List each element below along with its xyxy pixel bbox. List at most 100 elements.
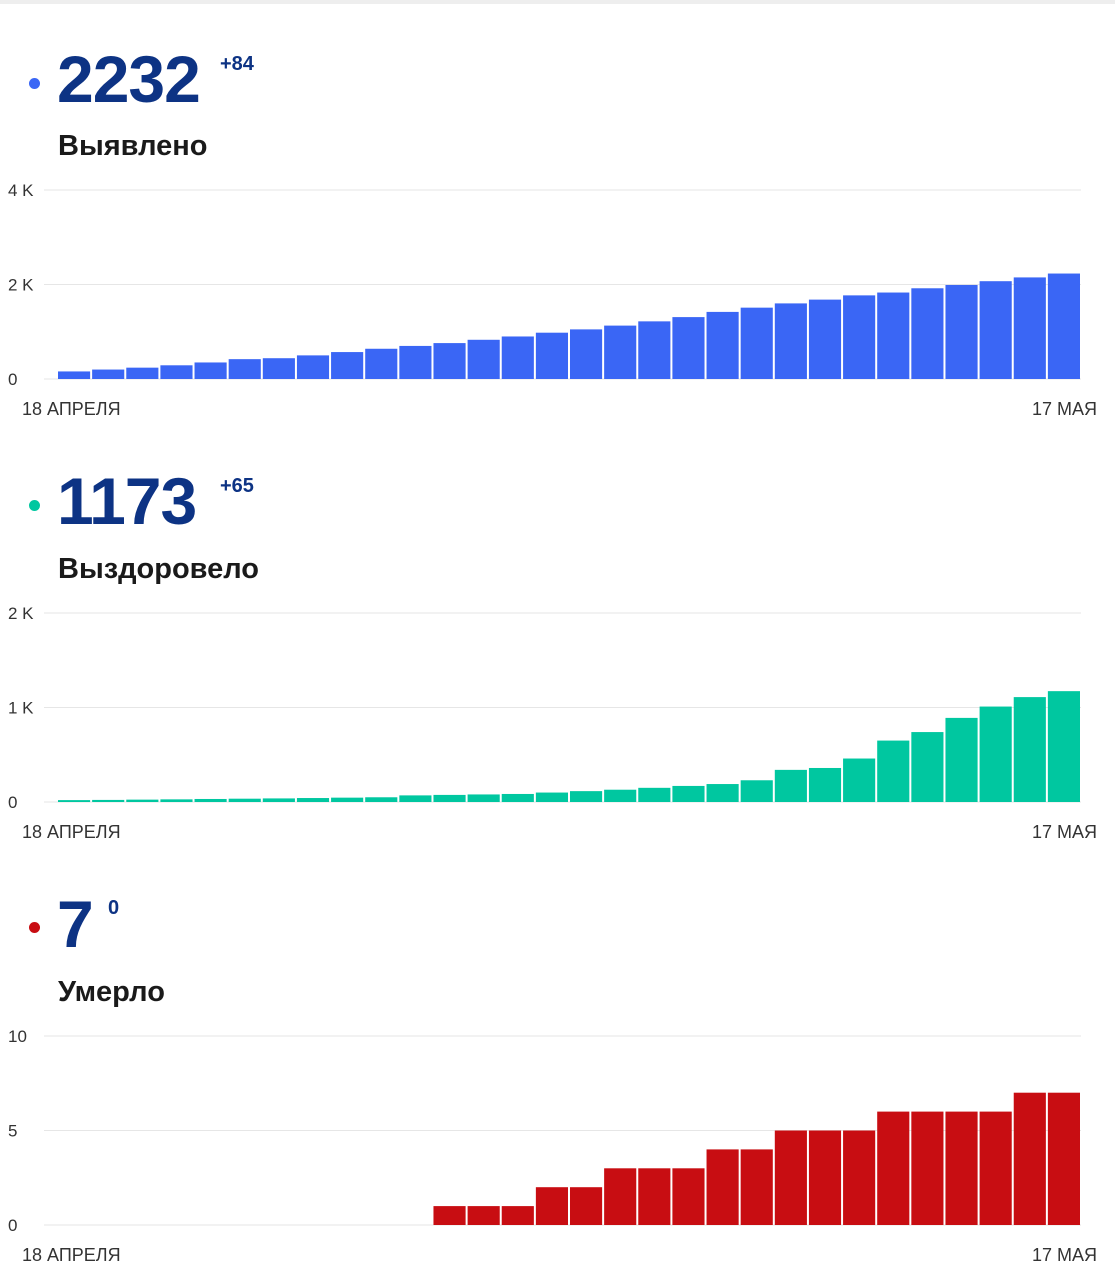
delta-value-deaths: 0 [108, 897, 120, 919]
total-value-recovered: 1173 [57, 464, 197, 538]
bar-chart-recovered: 0 1 K 2 K 18 АПРЕЛЯ 17 МАЯ [8, 604, 1097, 842]
total-value-deaths: 7 [57, 887, 94, 961]
chart-detected: 0 2 K 4 K 18 АПРЕЛЯ 17 МАЯ [0, 172, 1115, 422]
bar-chart-deaths: 0 5 10 18 АПРЕЛЯ 17 МАЯ [8, 1027, 1097, 1265]
bar [228, 359, 261, 379]
x-end-label: 17 МАЯ [1032, 1245, 1097, 1265]
bar [92, 369, 125, 379]
bar [979, 706, 1012, 802]
y-tick-label: 4 K [8, 181, 34, 200]
x-end-label: 17 МАЯ [1032, 399, 1097, 419]
bar [843, 758, 876, 802]
bar [877, 1111, 910, 1225]
bar [262, 798, 295, 802]
bar [740, 780, 773, 802]
bar [945, 1111, 978, 1225]
bar [92, 799, 125, 802]
bar [706, 311, 739, 379]
bar [979, 281, 1012, 379]
bar [331, 797, 364, 802]
bar [433, 343, 466, 379]
bar [774, 769, 807, 802]
y-tick-label: 5 [8, 1122, 17, 1141]
bar [262, 358, 295, 379]
bar [228, 798, 261, 802]
bar [1013, 1092, 1046, 1225]
y-tick-label: 0 [8, 793, 17, 812]
delta-value-recovered: +65 [220, 475, 254, 497]
bar [740, 307, 773, 379]
bar [467, 794, 500, 802]
bar [945, 284, 978, 379]
x-end-label: 17 МАЯ [1032, 822, 1097, 842]
chart-deaths: 0 5 10 18 АПРЕЛЯ 17 МАЯ [0, 1018, 1115, 1268]
bar [1013, 277, 1046, 379]
bar [467, 339, 500, 379]
bar [1047, 691, 1080, 802]
bar [160, 799, 193, 802]
bar [365, 797, 398, 802]
series-label-recovered: Выздоровело [58, 553, 260, 585]
bar [126, 367, 159, 379]
bar [399, 795, 432, 802]
top-divider [0, 0, 1115, 4]
bar [774, 1130, 807, 1225]
bar [672, 1168, 705, 1225]
chart-recovered: 0 1 K 2 K 18 АПРЕЛЯ 17 МАЯ [0, 595, 1115, 845]
bar [535, 332, 568, 379]
bar [808, 299, 842, 379]
bar [58, 800, 91, 802]
bar [740, 1149, 773, 1225]
bar-chart-detected: 0 2 K 4 K 18 АПРЕЛЯ 17 МАЯ [8, 181, 1097, 419]
bar [570, 791, 603, 802]
x-start-label: 18 АПРЕЛЯ [22, 822, 121, 842]
bar [808, 1130, 842, 1225]
bar [1013, 697, 1046, 802]
bar [570, 1187, 603, 1225]
bar [58, 371, 91, 379]
bar [1047, 1092, 1080, 1225]
bar [638, 787, 671, 802]
bar [194, 798, 227, 802]
y-tick-label: 2 K [8, 276, 34, 295]
stat-panel-detected: 2232 +84 Выявлено 0 2 K 4 K 18 АПРЕЛЯ 17 МАЯ [0, 0, 1115, 425]
bar [774, 303, 807, 379]
bar [911, 288, 944, 379]
x-start-label: 18 АПРЕЛЯ [22, 1245, 121, 1265]
y-tick-label: 0 [8, 1216, 17, 1235]
stat-panel-recovered: 1173 +65 Выздоровело 0 1 K 2 K 18 АПРЕЛЯ 17 … [0, 423, 1115, 848]
bar [365, 348, 398, 379]
bar [535, 1187, 568, 1225]
bar [945, 717, 978, 802]
total-value-detected: 2232 [57, 42, 201, 116]
y-tick-label: 10 [8, 1027, 27, 1046]
x-start-label: 18 АПРЕЛЯ [22, 399, 121, 419]
y-tick-label: 1 K [8, 699, 34, 718]
y-tick-label: 0 [8, 370, 17, 389]
bar [604, 325, 637, 379]
bar [160, 365, 193, 379]
series-dot-deaths [29, 922, 40, 933]
bar [296, 355, 330, 379]
bar [911, 732, 944, 802]
delta-value-detected: +84 [220, 53, 254, 75]
series-label-deaths: Умерло [58, 976, 165, 1008]
bar [501, 336, 534, 379]
bar [706, 1149, 739, 1225]
bar [672, 785, 705, 802]
bar [433, 1206, 466, 1225]
bar [979, 1111, 1012, 1225]
bar [604, 789, 637, 802]
bar [706, 784, 739, 802]
bar [843, 1130, 876, 1225]
bar [877, 740, 910, 802]
bar [1047, 273, 1080, 379]
bar [638, 321, 671, 379]
stat-panel-deaths: 7 0 Умерло 0 5 10 18 АПРЕЛЯ 17 МАЯ [0, 846, 1115, 1271]
bar [808, 767, 842, 802]
series-label-detected: Выявлено [58, 130, 208, 162]
bar [877, 292, 910, 379]
bar [331, 352, 364, 379]
bar [535, 792, 568, 802]
bar [126, 799, 159, 802]
